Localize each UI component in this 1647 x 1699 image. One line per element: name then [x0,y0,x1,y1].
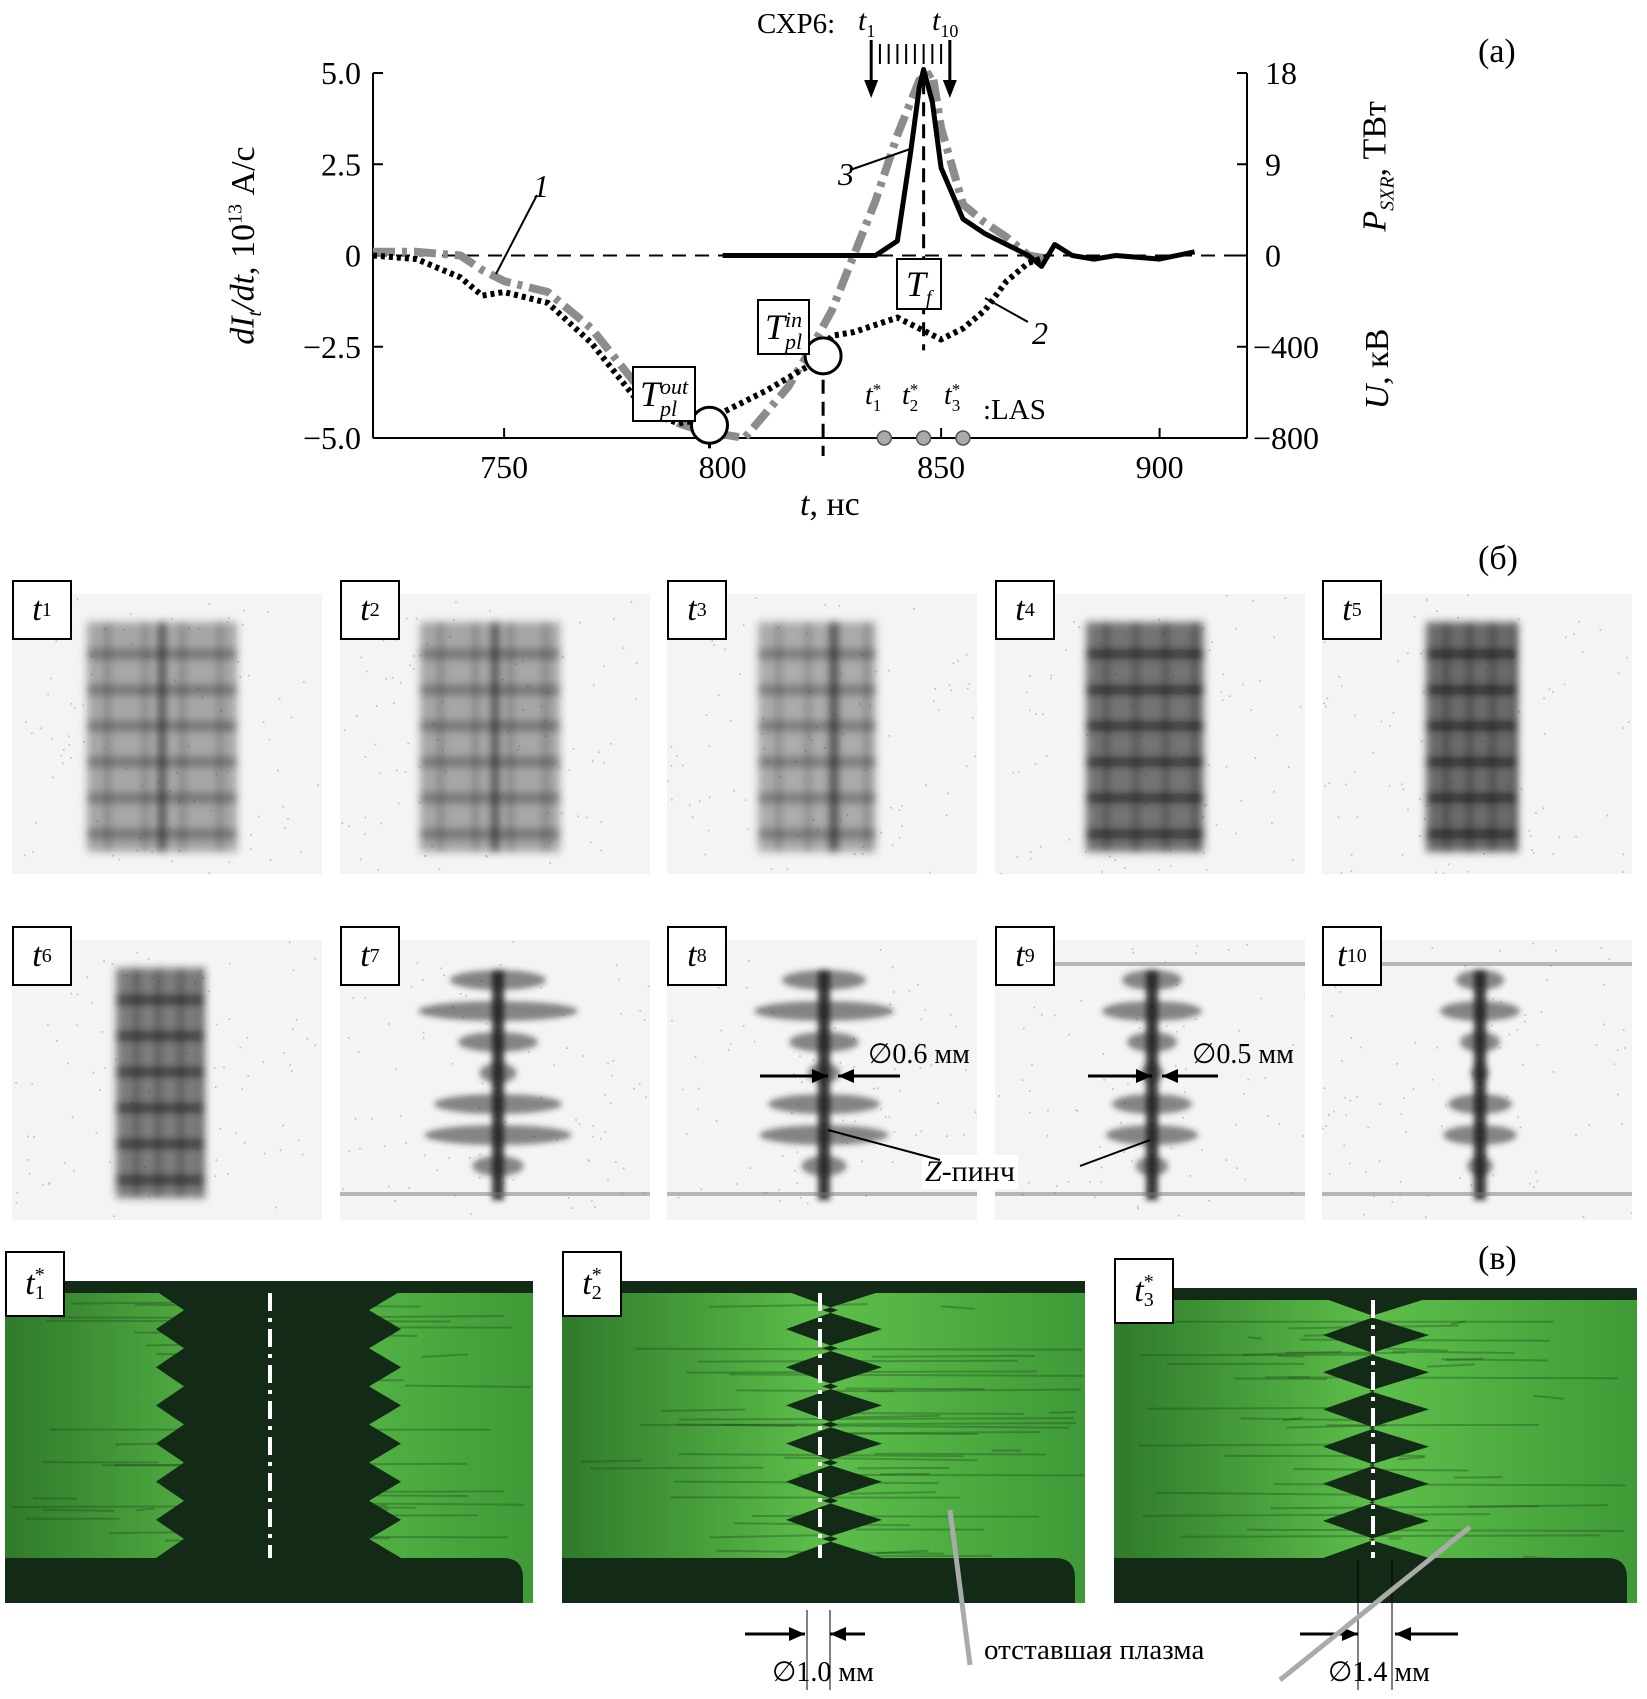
y-right-tick-label: −800 [1253,420,1319,456]
curve-1-pointer [496,195,537,274]
z-pinch-label: Z-пинч [922,1155,1018,1189]
las-t2: t * 2 [902,380,918,414]
cxp-t1-label: t1 [858,4,875,42]
las-dot [917,431,931,445]
frame-label-t10: t 10 [1322,926,1382,986]
y-left-tick-label: 0 [345,238,361,274]
y-right-tick-label: 0 [1265,238,1281,274]
marker-T-f: Tf [896,258,942,310]
y-right-tick-label: 9 [1265,146,1281,182]
las-t1: t * 1 [865,380,881,414]
shadowgraph-frame-t1* [5,1281,533,1603]
panel-b-label: (б) [1478,540,1518,578]
y-right-tick-label: −400 [1253,329,1319,365]
shadowgraph-image [562,1281,1085,1603]
diameter-label-t3star: ∅1.4 мм [1328,1655,1430,1689]
cxp-label: СХР6: [757,8,835,41]
arrow-t2star-right-head [830,1627,846,1641]
arrow-t3star-left-head [1342,1627,1358,1641]
curve-label-1: 1 [533,168,549,205]
lagging-plasma-label: отставшая плазма [984,1634,1204,1667]
marker-T-pl-out: Tout pl [632,366,696,422]
y-left-tick-label: 2.5 [321,146,361,182]
y-right-bottom-label: U, кВ [1359,279,1397,459]
diameter-label-t9: ∅0.5 мм [1192,1037,1294,1071]
x-tick-label: 750 [480,449,528,485]
x-tick-label: 800 [699,449,747,485]
x-tick-label: 900 [1136,449,1184,485]
curve-3-pointer [850,148,913,170]
frame-label-t7: t7 [340,926,400,986]
frame-label-t2: t2 [340,580,400,640]
panel-c-label: (в) [1478,1240,1517,1278]
frame-label-t4: t4 [995,580,1055,640]
frame-label-t9: t9 [995,926,1055,986]
shadowgraph-image [5,1281,533,1603]
y-left-tick-label: −2.5 [303,329,361,365]
y-left-axis-label: dIt/dt, 1013 А/с [224,86,267,406]
x-tick-label: 850 [917,449,965,485]
frame-label-t5: t5 [1322,580,1382,640]
las-t3: t * 3 [944,380,960,414]
diameter-label-t2star: ∅1.0 мм [772,1655,874,1689]
frame-label-t6: t6 [12,926,72,986]
arrow-t3star-right-head [1395,1627,1411,1641]
x-axis-label: t, нс [800,486,860,524]
shadowgraph-image [1114,1288,1637,1603]
y-left-tick-label: −5.0 [303,420,361,456]
shadowgraph-frame-t2* [562,1281,1085,1603]
frame-label-t3: t3 [667,580,727,640]
diameter-label-t8: ∅0.6 мм [868,1037,970,1071]
t-pl-out-circle [691,407,727,443]
curve-label-3: 3 [838,156,854,193]
frame-label-t2*: t * 2 [562,1251,622,1317]
y-right-tick-label: 18 [1265,55,1297,91]
arrow-t2star-left-head [789,1627,805,1641]
series-line-3 [723,69,1195,266]
frame-label-t8: t8 [667,926,727,986]
las-dot [956,431,970,445]
shadowgraph-frame-t3* [1114,1288,1637,1603]
t-pl-in-circle [805,338,841,374]
frame-label-t1: t1 [12,580,72,640]
y-right-top-label: PSXR, ТВт [1357,56,1400,276]
curve-label-2: 2 [1032,315,1048,352]
las-label: :LAS [983,394,1046,427]
y-left-tick-label: 5.0 [321,55,361,91]
cxp-arrowhead-t10 [943,80,957,98]
frame-label-t3*: t * 3 [1114,1258,1174,1324]
marker-T-pl-in: Tin pl [757,299,810,355]
curve-2-pointer [985,298,1028,322]
cxp-t10-label: t10 [932,4,958,42]
las-dot [877,431,891,445]
cxp-arrowhead-t1 [864,80,878,98]
frame-label-t1*: t * 1 [5,1251,65,1317]
